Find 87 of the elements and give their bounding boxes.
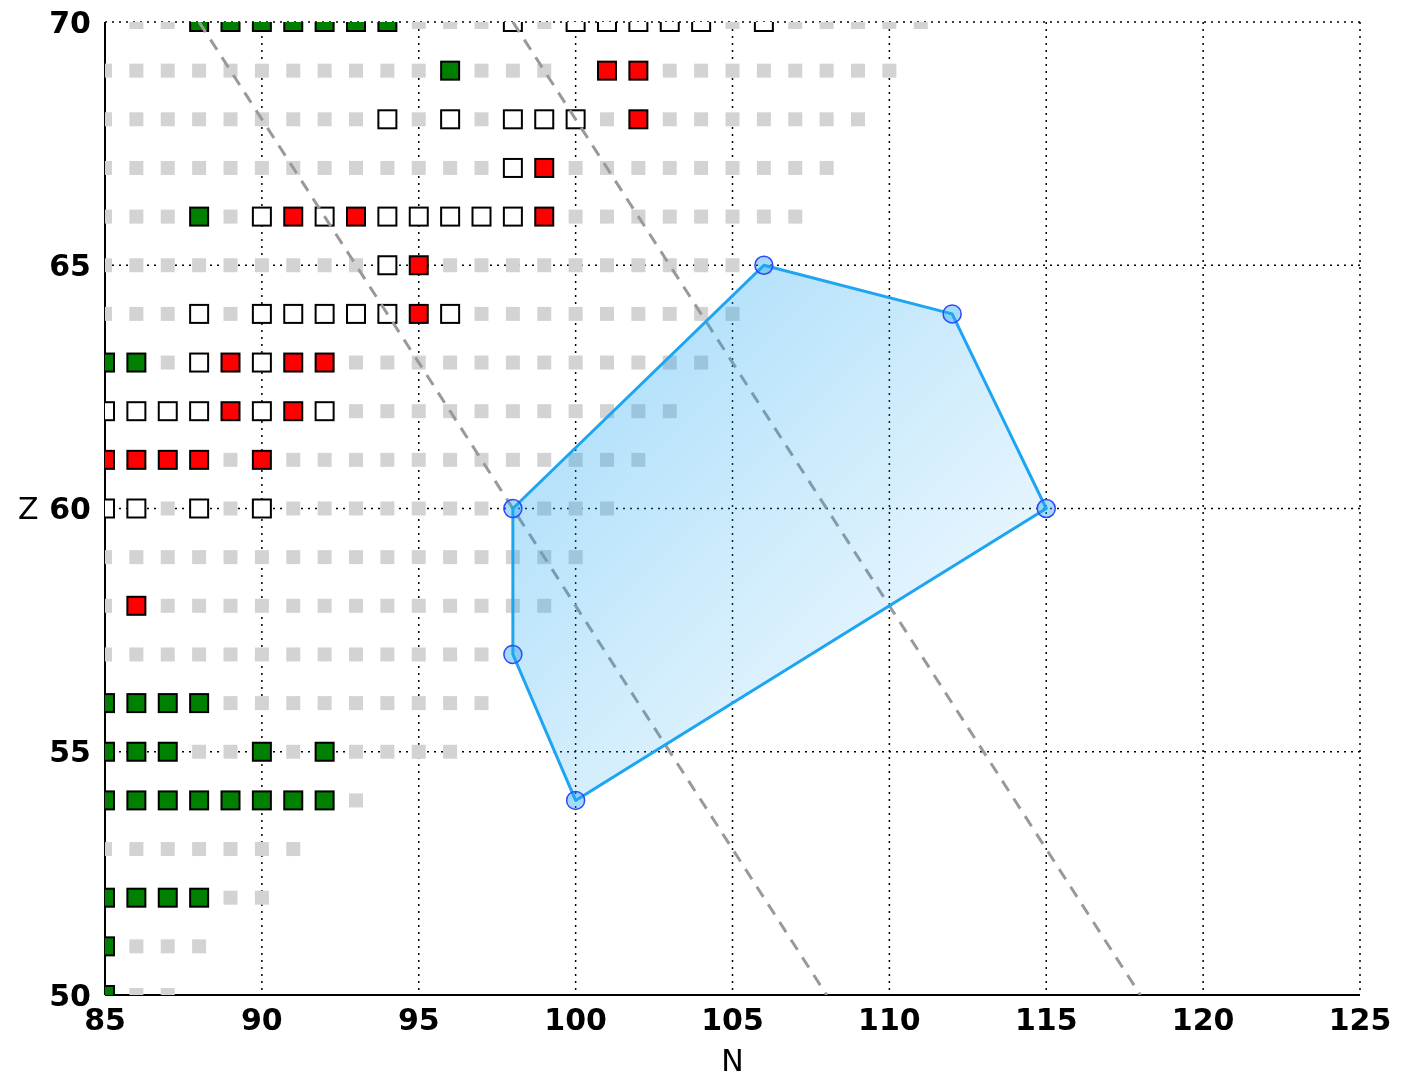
x-tick-label: 100 bbox=[544, 1002, 607, 1038]
point bbox=[126, 595, 147, 616]
y-axis-title: Z bbox=[18, 491, 39, 527]
point bbox=[534, 206, 555, 227]
point bbox=[503, 498, 523, 519]
point bbox=[251, 352, 272, 373]
point bbox=[471, 206, 492, 227]
point bbox=[502, 109, 523, 130]
point bbox=[534, 157, 555, 178]
point bbox=[377, 206, 398, 227]
x-tick-label: 105 bbox=[701, 1002, 764, 1038]
point bbox=[157, 693, 178, 714]
point bbox=[126, 352, 147, 373]
x-tick-label: 125 bbox=[1328, 1002, 1392, 1038]
point bbox=[942, 304, 962, 324]
point bbox=[283, 206, 304, 227]
point bbox=[251, 401, 272, 422]
point bbox=[126, 498, 147, 519]
point bbox=[503, 644, 523, 665]
point bbox=[314, 303, 335, 324]
point bbox=[754, 255, 774, 275]
point bbox=[220, 790, 241, 811]
point bbox=[440, 303, 461, 324]
y-tick-label: 70 bbox=[49, 4, 91, 40]
x-tick-label: 115 bbox=[1014, 1002, 1078, 1038]
point bbox=[251, 303, 272, 324]
point bbox=[189, 352, 210, 373]
x-tick-label: 120 bbox=[1171, 1002, 1235, 1038]
point bbox=[126, 741, 147, 762]
point bbox=[189, 449, 210, 470]
point bbox=[126, 693, 147, 714]
point bbox=[283, 352, 304, 373]
point bbox=[346, 303, 366, 324]
point bbox=[157, 790, 178, 811]
point bbox=[157, 887, 178, 908]
point bbox=[157, 741, 178, 762]
x-tick-label: 95 bbox=[397, 1002, 440, 1038]
point bbox=[314, 401, 335, 422]
point bbox=[314, 790, 335, 811]
point bbox=[251, 741, 272, 762]
point bbox=[126, 449, 147, 470]
point bbox=[283, 790, 304, 811]
point bbox=[220, 352, 241, 373]
point bbox=[189, 693, 210, 714]
x-tick-label: 110 bbox=[858, 1002, 921, 1038]
point bbox=[189, 498, 210, 519]
point bbox=[126, 790, 147, 811]
point bbox=[157, 449, 178, 470]
point bbox=[597, 60, 617, 81]
point bbox=[314, 352, 335, 373]
y-tick-label: 65 bbox=[49, 247, 91, 283]
y-tick-label: 55 bbox=[49, 734, 91, 770]
x-axis-title: N bbox=[721, 1043, 744, 1078]
point bbox=[251, 449, 272, 470]
point bbox=[440, 60, 461, 81]
point bbox=[189, 887, 210, 908]
point bbox=[220, 401, 241, 422]
point bbox=[408, 303, 429, 324]
point bbox=[189, 790, 210, 811]
point bbox=[126, 401, 147, 422]
x-tick-label: 90 bbox=[241, 1002, 283, 1038]
point bbox=[408, 255, 429, 276]
point bbox=[126, 887, 147, 908]
point bbox=[628, 109, 649, 130]
y-tick-label: 60 bbox=[49, 491, 91, 527]
point bbox=[251, 790, 272, 811]
point bbox=[157, 401, 178, 422]
point bbox=[283, 401, 304, 422]
point bbox=[408, 206, 429, 227]
point bbox=[189, 303, 210, 324]
point bbox=[377, 109, 398, 130]
point bbox=[314, 741, 335, 762]
point bbox=[565, 790, 586, 811]
point bbox=[251, 206, 272, 227]
point bbox=[628, 60, 649, 81]
point bbox=[377, 255, 398, 276]
point bbox=[1036, 498, 1056, 519]
point bbox=[534, 109, 555, 130]
point bbox=[251, 498, 272, 519]
point bbox=[189, 401, 210, 422]
point bbox=[440, 206, 461, 227]
point bbox=[502, 157, 523, 178]
point bbox=[189, 206, 210, 227]
point bbox=[502, 206, 523, 227]
point bbox=[283, 303, 304, 324]
point bbox=[346, 206, 366, 227]
point bbox=[440, 109, 461, 130]
